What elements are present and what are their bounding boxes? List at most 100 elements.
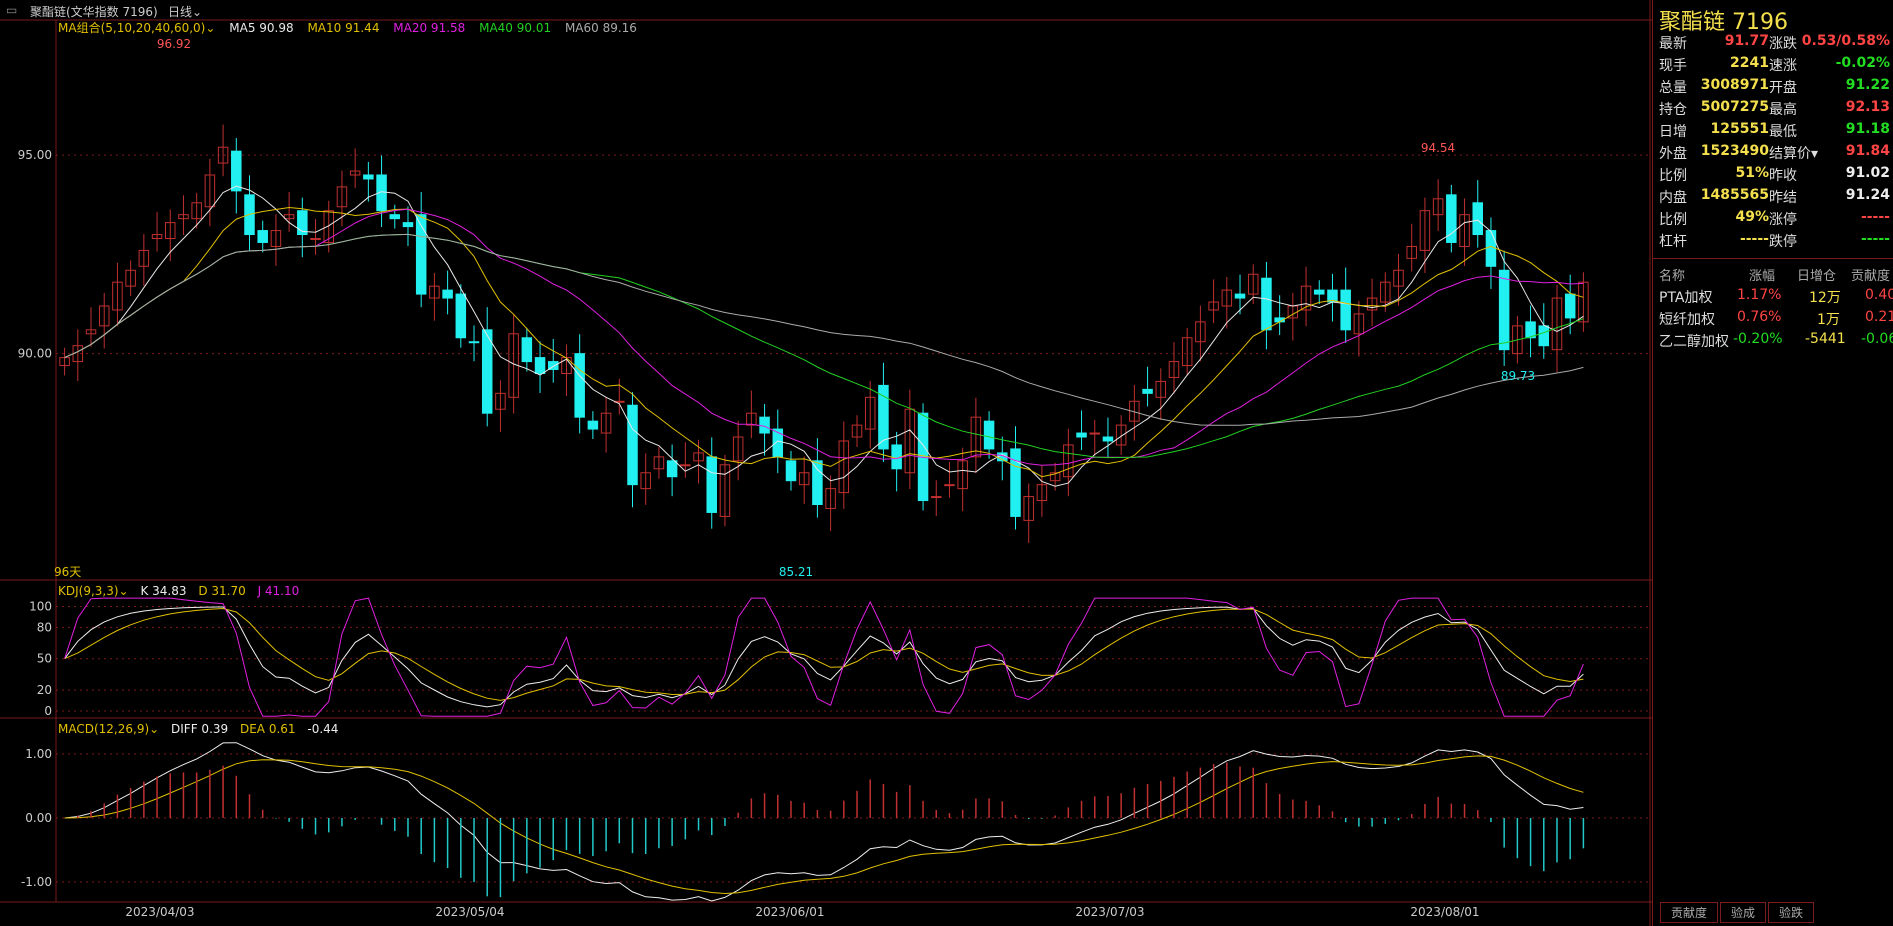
candle-body bbox=[825, 488, 836, 509]
kdj-line bbox=[64, 597, 1584, 717]
candle-body bbox=[1195, 321, 1206, 343]
candle-body bbox=[1578, 281, 1589, 323]
ma-combo-label[interactable]: MA组合(5,10,20,40,60,0) bbox=[58, 21, 206, 35]
candle-body bbox=[191, 202, 202, 220]
chevron-down-icon: ⌄ bbox=[192, 5, 203, 19]
candle-body bbox=[1049, 472, 1061, 482]
low-price-label: 85.21 bbox=[779, 565, 813, 579]
candle-body bbox=[785, 460, 797, 482]
candlesticks bbox=[59, 124, 1589, 544]
candle-body bbox=[257, 230, 268, 243]
candle-body bbox=[112, 281, 123, 311]
candle-body bbox=[1512, 325, 1523, 355]
low-price-label: 89.73 bbox=[1501, 369, 1535, 383]
candle-body bbox=[1023, 496, 1034, 521]
ma20-value: MA20 91.58 bbox=[393, 21, 466, 35]
kdj-line bbox=[64, 607, 1584, 701]
chevron-down-icon: ⌄ bbox=[118, 584, 129, 598]
candle-body bbox=[759, 416, 770, 434]
candle-body bbox=[125, 269, 136, 287]
candle-body bbox=[627, 404, 638, 486]
kdj-j: J 41.10 bbox=[257, 584, 300, 598]
tab-verify[interactable]: 验跌 bbox=[1768, 902, 1815, 923]
candle-body bbox=[336, 186, 348, 208]
candle-body bbox=[1406, 245, 1417, 259]
x-tick-label: 2023/05/04 bbox=[435, 905, 504, 919]
ma-line bbox=[64, 233, 1584, 459]
candle-body bbox=[838, 440, 850, 494]
candle-body bbox=[349, 170, 361, 176]
candle-body bbox=[600, 412, 612, 434]
candle-body bbox=[217, 146, 229, 164]
candle-body bbox=[1076, 432, 1087, 438]
kdj-label[interactable]: KDJ(9,3,3) bbox=[58, 584, 119, 598]
candle-body bbox=[732, 436, 744, 462]
candle-body bbox=[548, 361, 559, 371]
candle-body bbox=[138, 249, 150, 267]
candle-body bbox=[957, 460, 968, 490]
x-tick-label: 2023/04/03 bbox=[125, 905, 194, 919]
candle-body bbox=[944, 484, 955, 487]
kdj-tick-label: 100 bbox=[29, 599, 52, 613]
kdj-d: D 31.70 bbox=[198, 584, 246, 598]
candle-body bbox=[270, 230, 282, 247]
macd-tick-label: 0.00 bbox=[25, 811, 52, 825]
ma60-value: MA60 89.16 bbox=[564, 21, 637, 35]
candle-body bbox=[1446, 194, 1457, 243]
candle-body bbox=[812, 460, 823, 506]
candle-body bbox=[904, 408, 916, 474]
tab-contribution[interactable]: 贡献度 bbox=[1660, 902, 1719, 923]
candle-body bbox=[98, 305, 110, 327]
candle-body bbox=[402, 222, 414, 228]
ma40-value: MA40 90.01 bbox=[479, 21, 552, 35]
macd-label[interactable]: MACD(12,26,9) bbox=[58, 722, 150, 736]
y-tick-label: 90.00 bbox=[18, 347, 52, 361]
candle-body bbox=[1366, 297, 1378, 311]
candle-body bbox=[495, 392, 506, 410]
ma10-value: MA10 91.44 bbox=[307, 21, 380, 35]
candle-body bbox=[1340, 289, 1351, 331]
candle-body bbox=[283, 214, 295, 220]
candle-body bbox=[719, 464, 731, 517]
candle-body bbox=[680, 464, 691, 467]
chevron-down-icon: ⌄ bbox=[205, 21, 216, 35]
macd-diff: DIFF 0.39 bbox=[171, 722, 229, 736]
x-tick-label: 2023/07/03 bbox=[1075, 905, 1144, 919]
tab-chain[interactable]: 验成 bbox=[1720, 902, 1767, 923]
candle-body bbox=[1314, 289, 1325, 295]
candle-body bbox=[1551, 297, 1563, 351]
macd-legend: MACD(12,26,9)⌄ DIFF 0.39 DEA 0.61 -0.44 bbox=[58, 722, 338, 736]
kdj-line bbox=[64, 606, 1584, 708]
candle-body bbox=[1089, 432, 1100, 435]
component-row-psf[interactable]: 短纤加权 0.76% 1万 0.21 bbox=[1659, 309, 1893, 328]
kdj-tick-label: 80 bbox=[37, 620, 52, 634]
candle-body bbox=[323, 210, 334, 243]
macd-hist: -0.44 bbox=[307, 722, 339, 736]
candle-body bbox=[442, 289, 453, 299]
candle-body bbox=[1538, 325, 1550, 347]
candle-body bbox=[1261, 277, 1272, 331]
chevron-down-icon: ⌄ bbox=[149, 722, 160, 736]
kline-chart-area[interactable]: 95.00 90.00 96.92 85.21 94.54 89.73 96天 100 80 50… bbox=[0, 0, 1652, 926]
candle-body bbox=[1419, 210, 1431, 251]
kdj-k: K 34.83 bbox=[140, 584, 187, 598]
component-row-pta[interactable]: PTA加权 1.17% 12万 0.40 bbox=[1659, 287, 1893, 306]
quote-panel: 聚酯链 7196 最新 91.77 涨跌 0.53/0.58% 现手 2241 速涨 -0.… bbox=[1652, 0, 1893, 926]
kdj-tick-label: 0 bbox=[44, 704, 52, 718]
candle-body bbox=[59, 357, 70, 367]
candle-body bbox=[666, 460, 678, 478]
candle-body bbox=[534, 357, 546, 374]
candle-body bbox=[574, 353, 585, 418]
candle-body bbox=[455, 293, 467, 339]
period-selector[interactable]: 日线⌄ bbox=[168, 5, 203, 19]
kdj-lines bbox=[64, 597, 1584, 902]
candle-body bbox=[1353, 313, 1365, 335]
candle-body bbox=[1432, 198, 1444, 216]
component-row-meg[interactable]: 乙二醇加权 -0.20% -5441 -0.06 bbox=[1659, 331, 1893, 350]
x-tick-label: 2023/08/01 bbox=[1410, 905, 1479, 919]
candle-body bbox=[165, 222, 176, 240]
candle-body bbox=[1208, 301, 1219, 311]
window-icon: ▭ bbox=[6, 3, 18, 17]
candle-body bbox=[310, 238, 321, 241]
candle-body bbox=[864, 396, 876, 430]
